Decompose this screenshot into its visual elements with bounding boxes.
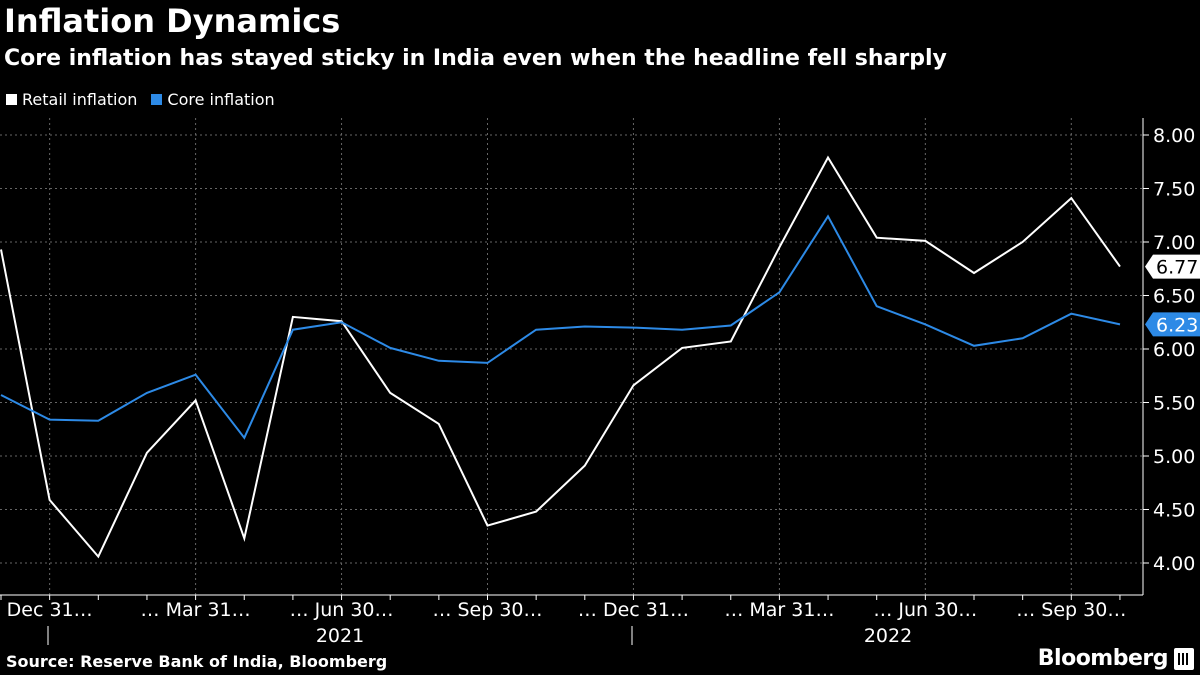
retail-last-value-badge <box>1145 254 1200 279</box>
y-tick-label: 5.50 <box>1153 393 1195 415</box>
y-tick-label: 8.00 <box>1153 125 1195 147</box>
legend-item-retail[interactable]: Retail inflation <box>6 90 137 109</box>
legend-label-core: Core inflation <box>167 90 275 109</box>
legend-label-retail: Retail inflation <box>22 90 138 109</box>
chart-subtitle: Core inflation has stayed sticky in Indi… <box>4 46 947 71</box>
retail-inflation-line <box>0 155 1121 559</box>
x-tick-label: … Sep 30… <box>432 599 542 621</box>
year-label: 2021 <box>316 625 364 647</box>
y-tick-label: 4.00 <box>1153 553 1195 575</box>
bloomberg-logo: Bloomberg <box>1037 646 1169 671</box>
x-tick-label: Dec 31… <box>7 599 93 621</box>
y-tick-label: 7.00 <box>1153 232 1195 254</box>
x-tick-label: … Sep 30… <box>1016 599 1126 621</box>
legend-item-core[interactable]: Core inflation <box>151 90 275 109</box>
core-inflation-line <box>0 214 1121 440</box>
y-tick-label: 6.50 <box>1153 286 1195 308</box>
x-tick-label: … Dec 31… <box>578 599 689 621</box>
x-tick-label: … Jun 30… <box>873 599 977 621</box>
y-tick-label: 5.00 <box>1153 446 1195 468</box>
x-tick-label: … Mar 31… <box>141 599 251 621</box>
bloomberg-terminal-icon <box>1174 648 1194 670</box>
y-tick-label: 4.50 <box>1153 500 1195 522</box>
retail-last-value-label: 6.77 <box>1156 257 1198 279</box>
legend-swatch-core <box>151 94 163 105</box>
legend: Retail inflation Core inflation <box>6 90 289 109</box>
x-tick-label: … Mar 31… <box>724 599 834 621</box>
source-note: Source: Reserve Bank of India, Bloomberg <box>6 652 388 671</box>
y-tick-label: 6.00 <box>1153 339 1195 361</box>
y-tick-label: 7.50 <box>1153 179 1195 201</box>
x-tick-label: … Jun 30… <box>290 599 394 621</box>
core-last-value-badge <box>1145 312 1200 337</box>
core-last-value-label: 6.23 <box>1156 314 1198 336</box>
legend-swatch-retail <box>6 94 17 105</box>
year-label: 2022 <box>864 625 912 647</box>
chart-title: Inflation Dynamics <box>4 2 341 40</box>
